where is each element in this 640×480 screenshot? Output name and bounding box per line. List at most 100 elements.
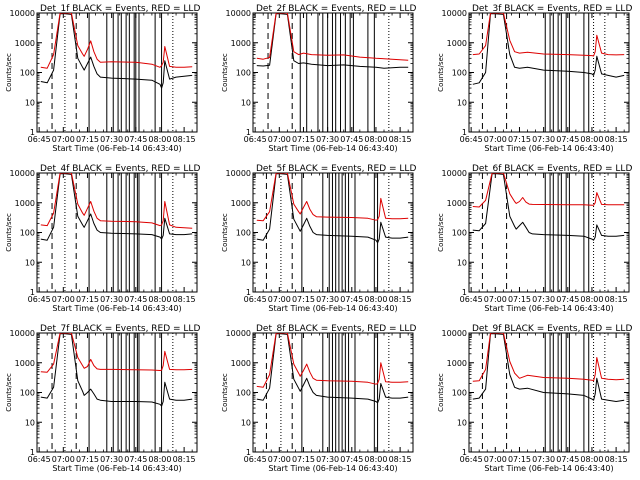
x-tick-label: 06:45 [460, 455, 483, 464]
x-tick-label: 07:15 [508, 295, 531, 304]
y-tick-label: 10 [25, 98, 35, 107]
x-tick-label: 07:15 [508, 455, 531, 464]
x-tick-label: 08:00 [148, 135, 171, 144]
lld-series-line [40, 333, 193, 373]
panel-9: Det_9f BLACK = Events, RED = LLD 1 10 100 10… [437, 324, 632, 473]
series-group [256, 333, 409, 404]
x-tick-label: 08:00 [148, 455, 171, 464]
y-tick-label: 1000 [447, 359, 467, 368]
x-tick-label: 06:45 [460, 135, 483, 144]
panel-title: Det_9f BLACK = Events, RED = LLD [472, 324, 632, 334]
lld-series-line [40, 13, 193, 69]
x-tick-label: 07:30 [316, 135, 339, 144]
y-tick-label: 100 [20, 389, 35, 398]
panel-5: Det_5f BLACK = Events, RED = LLD 1 10 100 10… [221, 164, 416, 313]
panel-4: Det_4f BLACK = Events, RED = LLD 1 10 100 10… [5, 164, 200, 313]
x-tick-label: 06:45 [244, 455, 267, 464]
series-group [40, 13, 193, 89]
y-tick-label: 1 [462, 288, 467, 297]
x-tick-label: 08:15 [389, 295, 412, 304]
y-tick-label: 10000 [10, 169, 35, 178]
events-series-line [40, 333, 193, 407]
x-tick-label: 07:00 [52, 455, 75, 464]
y-tick-label: 1 [30, 448, 35, 457]
x-tick-label: 08:15 [173, 135, 196, 144]
x-tick-label: 07:15 [292, 295, 315, 304]
x-tick-label: 07:30 [316, 295, 339, 304]
y-tick-label: 10000 [442, 9, 467, 18]
x-tick-label: 08:00 [364, 135, 387, 144]
y-tick-label: 10 [241, 418, 251, 427]
x-tick-label: 08:15 [389, 455, 412, 464]
x-tick-label: 07:45 [124, 295, 147, 304]
y-tick-label: 100 [20, 229, 35, 238]
y-tick-label: 10000 [226, 9, 251, 18]
plot-frame [252, 332, 414, 453]
events-series-line [472, 173, 625, 241]
x-tick-label: 07:15 [292, 455, 315, 464]
x-axis-label: Start Time (06-Feb-14 06:43:40) [484, 304, 613, 313]
x-tick-label: 07:30 [532, 295, 555, 304]
marker-lines [267, 13, 390, 132]
x-tick-label: 07:15 [76, 295, 99, 304]
series-group [472, 13, 625, 85]
x-tick-label: 07:30 [100, 295, 123, 304]
x-tick-label: 07:45 [124, 135, 147, 144]
y-tick-label: 100 [236, 69, 251, 78]
lld-series-line [472, 13, 625, 57]
x-tick-label: 08:15 [605, 295, 628, 304]
y-axis-label: Counts/sec [437, 373, 445, 412]
plot-frame [252, 172, 414, 293]
y-tick-label: 1 [30, 288, 35, 297]
y-tick-label: 100 [236, 229, 251, 238]
plot-frame [36, 172, 198, 293]
x-tick-label: 07:00 [52, 135, 75, 144]
x-tick-label: 07:00 [484, 295, 507, 304]
y-tick-label: 1000 [231, 359, 251, 368]
x-tick-label: 06:45 [244, 135, 267, 144]
x-tick-label: 07:45 [340, 295, 363, 304]
x-tick-label: 06:45 [460, 295, 483, 304]
x-tick-label: 07:15 [292, 135, 315, 144]
y-tick-label: 1000 [447, 39, 467, 48]
events-series-line [256, 333, 409, 404]
plot-frame [468, 12, 630, 133]
y-tick-label: 10000 [226, 329, 251, 338]
x-tick-label: 07:00 [268, 455, 291, 464]
y-tick-label: 1000 [15, 359, 35, 368]
x-axis-label: Start Time (06-Feb-14 06:43:40) [52, 464, 181, 473]
y-tick-label: 10000 [442, 169, 467, 178]
y-tick-label: 10 [25, 258, 35, 267]
x-axis-label: Start Time (06-Feb-14 06:43:40) [268, 304, 397, 313]
y-tick-label: 1000 [15, 199, 35, 208]
y-tick-label: 1000 [15, 39, 35, 48]
y-tick-label: 10000 [442, 329, 467, 338]
y-tick-label: 10000 [10, 329, 35, 338]
events-series-line [40, 13, 193, 89]
y-tick-label: 100 [452, 229, 467, 238]
x-tick-label: 07:30 [100, 135, 123, 144]
series-group [472, 333, 625, 402]
marker-lines [265, 333, 390, 452]
panel-title: Det_3f BLACK = Events, RED = LLD [472, 4, 632, 14]
plot-frame [468, 172, 630, 293]
panel-title: Det_4f BLACK = Events, RED = LLD [40, 164, 200, 174]
x-tick-label: 06:45 [28, 295, 51, 304]
y-axis-label: Counts/sec [437, 213, 445, 252]
x-tick-label: 07:30 [100, 455, 123, 464]
series-group [472, 173, 625, 241]
panel-7: Det_7f BLACK = Events, RED = LLD 1 10 100 10… [5, 324, 200, 473]
x-tick-label: 08:00 [580, 135, 603, 144]
panel-title: Det_7f BLACK = Events, RED = LLD [40, 324, 200, 334]
y-axis-label: Counts/sec [221, 53, 229, 92]
x-tick-label: 07:45 [556, 295, 579, 304]
marker-lines [51, 173, 174, 292]
plot-frame [36, 12, 198, 133]
panel-6: Det_6f BLACK = Events, RED = LLD 1 10 100 10… [437, 164, 632, 313]
y-tick-label: 100 [236, 389, 251, 398]
y-tick-label: 1 [246, 448, 251, 457]
y-tick-label: 100 [20, 69, 35, 78]
plot-frame [36, 332, 198, 453]
marker-lines [51, 333, 174, 452]
x-tick-label: 07:00 [268, 295, 291, 304]
